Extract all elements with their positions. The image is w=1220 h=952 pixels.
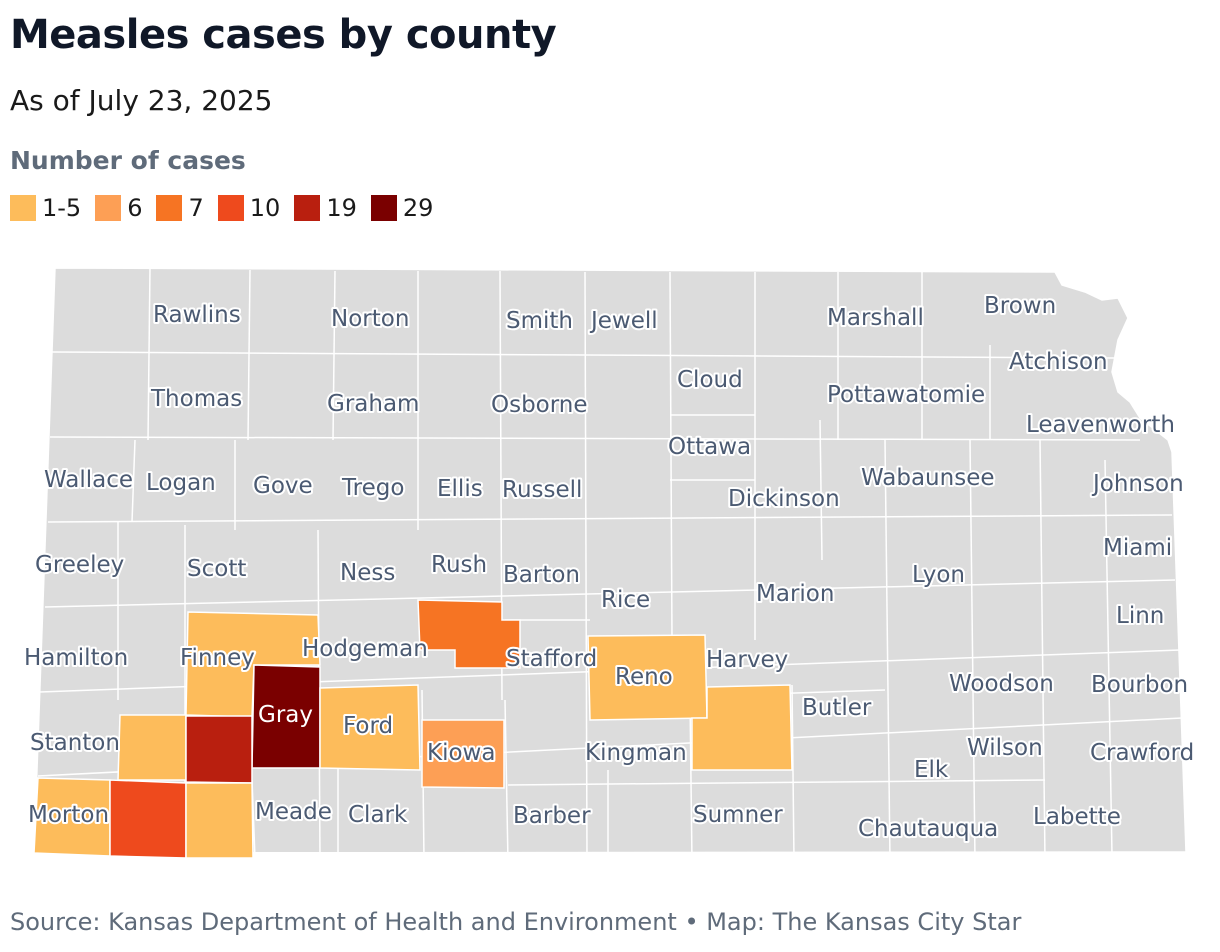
legend-item-1-5: 1-5 bbox=[10, 194, 81, 222]
legend-label: 1-5 bbox=[42, 194, 82, 222]
county-label: Hodgeman bbox=[302, 636, 428, 662]
county-label: Rush bbox=[431, 552, 487, 578]
legend-label: 6 bbox=[127, 194, 143, 222]
county-label: Barber bbox=[513, 803, 591, 829]
highlighted-counties bbox=[33, 599, 793, 859]
county-label: Sumner bbox=[693, 802, 783, 828]
county-label: Labette bbox=[1033, 804, 1121, 830]
county-label: Greeley bbox=[35, 552, 124, 578]
county-haskell bbox=[185, 715, 253, 784]
source-credit: Source: Kansas Department of Health and … bbox=[10, 908, 1022, 936]
county-label: Kiowa bbox=[427, 740, 495, 766]
county-labels: Rawlins Norton Smith Jewell Marshall Bro… bbox=[22, 291, 1196, 844]
county-label: Brown bbox=[984, 293, 1056, 319]
county-label: Russell bbox=[502, 477, 582, 503]
county-label: Dickinson bbox=[728, 486, 840, 512]
legend-swatch bbox=[95, 195, 122, 221]
county-label: Stanton bbox=[30, 730, 120, 756]
county-label: Ness bbox=[340, 560, 395, 586]
county-label: Woodson bbox=[949, 671, 1054, 697]
county-label: Elk bbox=[914, 757, 949, 783]
county-label: Lyon bbox=[912, 562, 965, 588]
county-label: Chautauqua bbox=[858, 816, 998, 842]
county-label: Harvey bbox=[706, 647, 788, 673]
legend: 1-5 6 7 10 19 29 bbox=[10, 194, 447, 222]
county-seward bbox=[185, 782, 254, 859]
county-label: Ellis bbox=[437, 476, 483, 502]
county-label: Finney bbox=[180, 645, 255, 671]
legend-item-29: 29 bbox=[370, 194, 434, 222]
county-label: Marion bbox=[756, 581, 834, 607]
county-stevens bbox=[109, 779, 187, 859]
county-label: Thomas bbox=[150, 386, 242, 412]
county-label: Linn bbox=[1116, 603, 1164, 629]
county-label: Wabaunsee bbox=[861, 465, 995, 491]
county-label: Smith bbox=[506, 308, 573, 334]
county-label: Ford bbox=[343, 713, 393, 739]
county-label: Jewell bbox=[589, 308, 658, 334]
county-label: Clark bbox=[348, 802, 408, 828]
county-label: Bourbon bbox=[1091, 672, 1188, 698]
county-label: Logan bbox=[146, 470, 216, 496]
county-label: Pottawatomie bbox=[827, 382, 985, 408]
county-label: Gove bbox=[253, 473, 313, 499]
county-sedgwick bbox=[691, 684, 793, 771]
county-kiowa bbox=[421, 719, 505, 789]
county-label: Butler bbox=[802, 695, 872, 721]
county-label: Marshall bbox=[827, 305, 924, 331]
legend-label: 10 bbox=[249, 194, 281, 222]
legend-item-10: 10 bbox=[217, 194, 281, 222]
county-label: Miami bbox=[1103, 535, 1172, 561]
legend-swatch bbox=[217, 195, 244, 221]
county-label: Reno bbox=[615, 664, 673, 690]
legend-swatch bbox=[156, 195, 183, 221]
county-label: Trego bbox=[341, 475, 404, 501]
county-label: Rawlins bbox=[153, 302, 241, 328]
county-label: Atchison bbox=[1009, 349, 1108, 375]
county-label: Graham bbox=[327, 391, 419, 417]
legend-swatch bbox=[370, 195, 397, 221]
county-label: Ottawa bbox=[668, 434, 751, 460]
county-label: Norton bbox=[331, 306, 409, 332]
county-label: Osborne bbox=[491, 392, 588, 418]
map-title: Measles cases by county bbox=[10, 12, 557, 58]
legend-swatch bbox=[294, 195, 321, 221]
county-label: Scott bbox=[187, 556, 246, 582]
legend-item-19: 19 bbox=[294, 194, 357, 222]
county-label: Morton bbox=[28, 802, 109, 828]
county-pawnee bbox=[417, 599, 521, 669]
legend-item-7: 7 bbox=[156, 194, 204, 222]
legend-item-6: 6 bbox=[95, 194, 142, 222]
county-label: Wallace bbox=[44, 467, 133, 493]
legend-label: 19 bbox=[326, 194, 357, 222]
legend-label: 29 bbox=[402, 194, 434, 222]
county-label: Johnson bbox=[1091, 471, 1184, 497]
county-grant bbox=[117, 714, 187, 781]
county-ford bbox=[319, 684, 421, 771]
kansas-county-map: Rawlins Norton Smith Jewell Marshall Bro… bbox=[22, 267, 1196, 863]
county-label: Wilson bbox=[967, 735, 1043, 761]
legend-swatch bbox=[10, 195, 36, 221]
county-label: Hamilton bbox=[24, 645, 128, 671]
county-label: Cloud bbox=[677, 367, 743, 393]
legend-title: Number of cases bbox=[10, 146, 246, 175]
legend-label: 7 bbox=[188, 194, 204, 222]
county-label: Crawford bbox=[1090, 740, 1194, 766]
county-label: Kingman bbox=[585, 740, 687, 766]
county-label: Barton bbox=[503, 562, 580, 588]
county-label: Stafford bbox=[506, 646, 597, 672]
county-label: Rice bbox=[601, 587, 650, 613]
map-subtitle: As of July 23, 2025 bbox=[10, 84, 273, 117]
county-label: Gray bbox=[258, 702, 313, 728]
county-label: Leavenworth bbox=[1026, 412, 1175, 438]
county-label: Meade bbox=[255, 799, 332, 825]
